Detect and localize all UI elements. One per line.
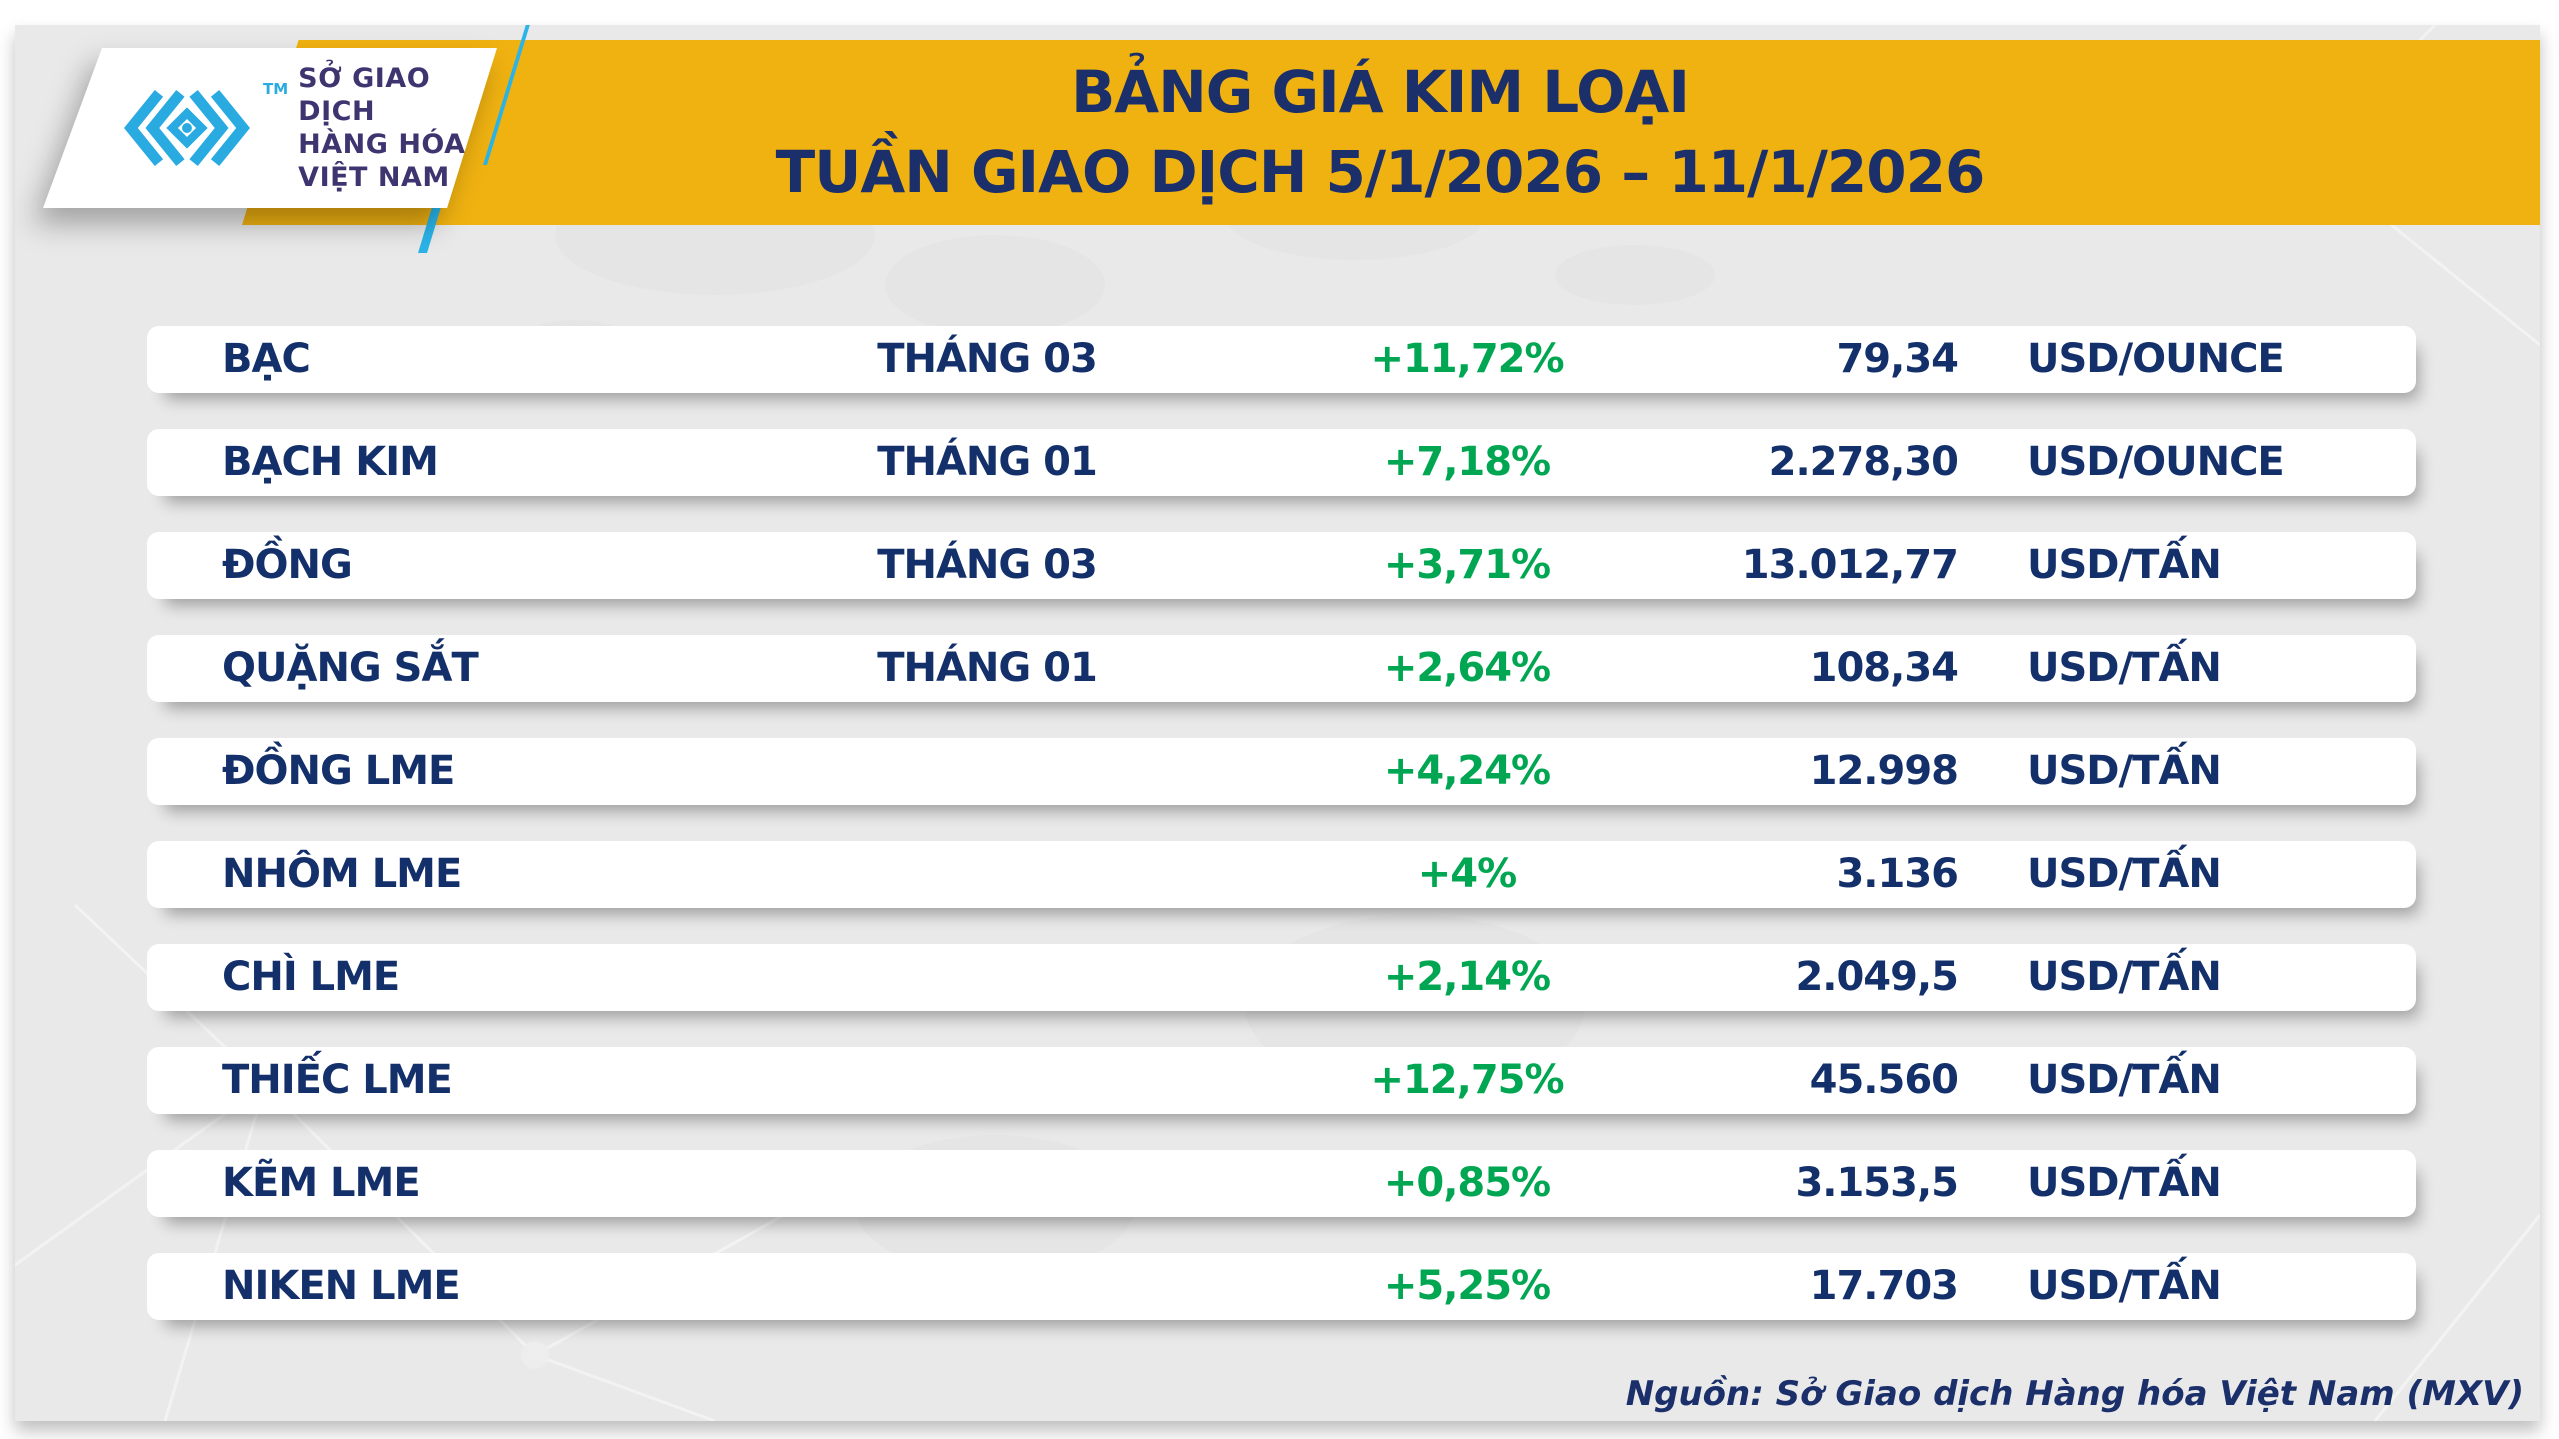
commodity-name: BẠCH KIM — [222, 439, 439, 485]
org-name-line-1: SỞ GIAO DỊCH — [298, 63, 431, 127]
title-line2: TUẦN GIAO DỊCH 5/1/2026 – 11/1/2026 — [775, 138, 1986, 206]
contract-month: THÁNG 03 — [877, 542, 1098, 588]
price-unit: USD/TẤN — [2027, 1160, 2222, 1206]
table-row: QUẶNG SẮT THÁNG 01 +2,64% 108,34 USD/TẤN — [147, 635, 2416, 702]
price-value: 3.136 — [1836, 851, 1959, 897]
commodity-name: CHÌ LME — [222, 954, 400, 1000]
trademark-symbol: TM — [263, 80, 289, 98]
contract-month — [687, 1047, 1287, 1114]
price-value: 2.278,30 — [1768, 439, 1959, 485]
commodity-name: KẼM LME — [222, 1160, 421, 1206]
weekly-change-percent: +2,64% — [1383, 645, 1551, 691]
price-unit: USD/OUNCE — [2027, 439, 2285, 485]
weekly-change-percent: +4% — [1417, 851, 1517, 897]
commodity-name: QUẶNG SẮT — [222, 645, 479, 691]
price-unit: USD/TẤN — [2027, 851, 2222, 897]
price-value: 12.998 — [1809, 748, 1959, 794]
commodity-name: ĐỒNG — [222, 542, 353, 588]
table-row: ĐỒNG LME +4,24% 12.998 USD/TẤN — [147, 738, 2416, 805]
contract-month — [687, 1150, 1287, 1217]
weekly-change-percent: +7,18% — [1383, 439, 1551, 485]
table-row: NHÔM LME +4% 3.136 USD/TẤN — [147, 841, 2416, 908]
price-value: 13.012,77 — [1741, 542, 1959, 588]
weekly-change-percent: +2,14% — [1383, 954, 1551, 1000]
price-board: TM SỞ GIAO DỊCH HÀNG HÓA VIỆT NAM BẢNG G… — [15, 25, 2540, 1421]
contract-month: THÁNG 01 — [877, 645, 1098, 691]
commodity-name: NIKEN LME — [222, 1263, 461, 1309]
price-unit: USD/TẤN — [2027, 954, 2222, 1000]
contract-month — [687, 841, 1287, 908]
title-line1: BẢNG GIÁ KIM LOẠI — [1071, 58, 1690, 126]
price-unit: USD/TẤN — [2027, 645, 2222, 691]
table-row: BẠCH KIM THÁNG 01 +7,18% 2.278,30 USD/OU… — [147, 429, 2416, 496]
contract-month — [687, 738, 1287, 805]
price-unit: USD/OUNCE — [2027, 336, 2285, 382]
mxv-logo-icon — [124, 89, 250, 167]
price-value: 17.703 — [1809, 1263, 1959, 1309]
price-unit: USD/TẤN — [2027, 1263, 2222, 1309]
price-value: 45.560 — [1809, 1057, 1959, 1103]
price-value: 3.153,5 — [1795, 1160, 1959, 1206]
weekly-change-percent: +4,24% — [1383, 748, 1551, 794]
table-row: CHÌ LME +2,14% 2.049,5 USD/TẤN — [147, 944, 2416, 1011]
price-unit: USD/TẤN — [2027, 542, 2222, 588]
weekly-change-percent: +12,75% — [1370, 1057, 1564, 1103]
contract-month — [687, 1253, 1287, 1320]
table-row: ĐỒNG THÁNG 03 +3,71% 13.012,77 USD/TẤN — [147, 532, 2416, 599]
commodity-name: NHÔM LME — [222, 851, 462, 897]
commodity-name: BẠC — [222, 336, 311, 382]
price-value: 2.049,5 — [1795, 954, 1959, 1000]
table-row: THIẾC LME +12,75% 45.560 USD/TẤN — [147, 1047, 2416, 1114]
price-unit: USD/TẤN — [2027, 1057, 2222, 1103]
weekly-change-percent: +3,71% — [1383, 542, 1551, 588]
commodity-name: ĐỒNG LME — [222, 748, 455, 794]
table-row: KẼM LME +0,85% 3.153,5 USD/TẤN — [147, 1150, 2416, 1217]
weekly-change-percent: +5,25% — [1383, 1263, 1551, 1309]
board-title: BẢNG GIÁ KIM LOẠI TUẦN GIAO DỊCH 5/1/202… — [255, 52, 2505, 212]
logo-panel: TM SỞ GIAO DỊCH HÀNG HÓA VIỆT NAM — [43, 48, 497, 208]
org-name: SỞ GIAO DỊCH HÀNG HÓA VIỆT NAM — [298, 62, 497, 194]
contract-month — [687, 944, 1287, 1011]
contract-month: THÁNG 01 — [877, 439, 1098, 485]
source-note: Nguồn: Sở Giao dịch Hàng hóa Việt Nam (M… — [1625, 1374, 2524, 1414]
table-row: BẠC THÁNG 03 +11,72% 79,34 USD/OUNCE — [147, 326, 2416, 393]
weekly-change-percent: +0,85% — [1383, 1160, 1551, 1206]
org-name-line-2: HÀNG HÓA — [298, 129, 466, 160]
org-name-line-3: VIỆT NAM — [298, 162, 450, 193]
commodity-name: THIẾC LME — [222, 1057, 453, 1103]
table-row: NIKEN LME +5,25% 17.703 USD/TẤN — [147, 1253, 2416, 1320]
weekly-change-percent: +11,72% — [1370, 336, 1564, 382]
price-table: BẠC THÁNG 03 +11,72% 79,34 USD/OUNCE BẠC… — [147, 25, 2416, 1421]
price-value: 108,34 — [1809, 645, 1959, 691]
price-value: 79,34 — [1836, 336, 1959, 382]
price-unit: USD/TẤN — [2027, 748, 2222, 794]
contract-month: THÁNG 03 — [877, 336, 1098, 382]
